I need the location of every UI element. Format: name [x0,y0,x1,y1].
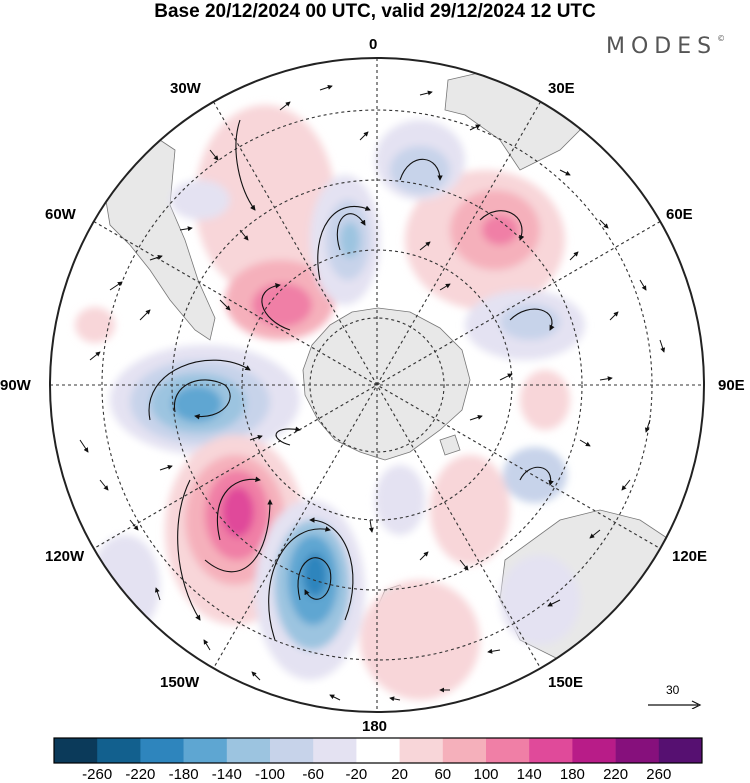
colorbar-tick-label: -140 [211,766,242,783]
wind-vectors [79,84,666,702]
streamlines [148,119,555,641]
lon-label-150e: 150E [548,674,584,691]
colorbar-tick-label: -20 [345,766,368,783]
lon-label-180: 180 [362,718,388,735]
modes-logo: MODES© [606,34,726,59]
colorbar-bin [572,738,616,763]
colorbar-border [53,737,703,764]
colorbar-bin [313,738,357,763]
colorbar-bin [270,738,314,763]
antarctica [302,307,471,461]
lon-label-30e: 30E [548,80,575,97]
colorbar-tick-label: 60 [434,766,452,783]
reference-vector-label: 30 [666,683,680,697]
colorbar-bin [140,738,184,763]
colorbar-bin [183,738,228,763]
colorbar-tick-label: -60 [302,766,325,783]
colorbar-bin [356,738,400,763]
south-america [104,139,216,341]
lon-label-0: 0 [369,36,378,53]
colorbar-tick-label: 260 [646,766,672,783]
colorbar-tick-label: -260 [82,766,113,783]
colorbar-tick-label: -180 [168,766,199,783]
lon-label-150w: 150W [160,674,200,691]
colorbar-bin [54,738,98,763]
colorbar-bin [97,738,141,763]
colorbar-tick-label: -100 [254,766,286,783]
colorbar-bin [226,738,271,763]
graticule [50,58,704,712]
lon-label-90e: 90E [718,377,745,394]
colorbar-tick-label: 20 [391,766,408,783]
reference-vector-arrow [648,700,702,709]
colorbar-tick-label: 180 [559,766,585,783]
colorbar-tick-label: 100 [473,766,499,783]
lon-label-60w: 60W [45,206,76,223]
colorbar-bin [486,738,530,763]
lon-label-90w: 90W [0,377,31,394]
lon-label-120w: 120W [45,548,85,565]
kerguelen [439,434,461,456]
colorbar-tick-label: -220 [125,766,156,783]
colorbar-bin [615,738,660,763]
colorbar-bin [442,738,487,763]
anomaly-shading [75,105,585,700]
lon-label-60e: 60E [666,206,693,223]
lon-label-30w: 30W [170,80,201,97]
colorbar-tick-label: 140 [516,766,542,783]
colorbar-bin [399,738,444,763]
colorbar-bin [658,738,703,763]
colorbar [53,737,703,764]
colorbar-tick-label: 220 [603,766,629,783]
chart-title: Base 20/12/2024 00 UTC, valid 29/12/2024… [154,1,596,22]
colorbar-bin [529,738,573,763]
lon-label-120e: 120E [672,548,708,565]
